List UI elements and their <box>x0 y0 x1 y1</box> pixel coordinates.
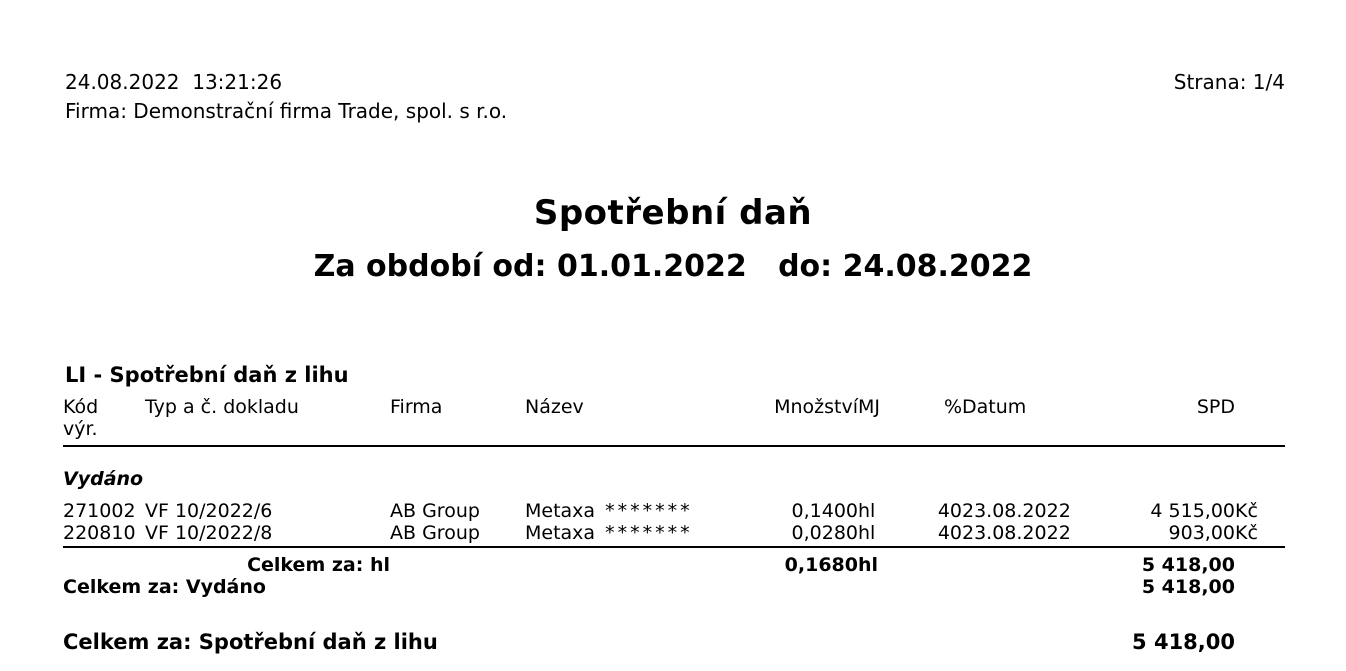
section-total-amount: 5 418,00 <box>1132 630 1235 654</box>
section-total-row: Celkem za: Spotřební daň z lihu 5 418,00 <box>63 598 1285 655</box>
cell-currency: Kč <box>1235 522 1285 548</box>
unit-total-label: Celkem za: hl <box>247 554 390 576</box>
col-header-mnozstvi: Množství <box>770 396 858 447</box>
print-timestamp: 24.08.2022 13:21:26 <box>65 70 283 94</box>
cell-currency: Kč <box>1235 500 1258 522</box>
group-total-row: Celkem za: Vydáno 5 418,00 <box>63 576 1285 598</box>
cell-firma: AB Group <box>390 522 525 548</box>
masked-text: ******* <box>605 522 693 544</box>
report-period: Za období od: 01.01.2022 do: 24.08.2022 <box>313 249 1033 284</box>
masked-text: ******* <box>605 500 693 522</box>
section-total-label: Celkem za: Spotřební daň z lihu <box>63 630 438 654</box>
unit-total-amount: 5 418,00 <box>1141 554 1235 576</box>
cell-kod: 220810 <box>63 522 145 548</box>
cell-unit: hl <box>858 500 876 522</box>
cell-doc: VF 10/2022/8 <box>145 522 390 548</box>
col-header-nazev: Název <box>525 396 770 447</box>
table-row: 271002 VF 10/2022/6 AB Group Metaxa *****… <box>63 490 1285 522</box>
group-total-label: Celkem za: Vydáno <box>63 576 266 598</box>
col-header-mj: MJ <box>858 396 905 447</box>
cell-qty: 0,1400 <box>791 500 858 522</box>
unit-total-row: Celkem za: hl 0,1680 hl 5 418,00 <box>63 547 1285 576</box>
table-header-row: Kód výr. Typ a č. dokladu Firma Název Mn… <box>63 396 1285 447</box>
cell-percent: 40 <box>905 522 962 548</box>
col-header-spd: SPD <box>1092 396 1235 447</box>
col-header-spacer <box>1235 396 1285 447</box>
col-header-firma: Firma <box>390 396 525 447</box>
cell-percent: 40 <box>937 500 962 522</box>
cell-kod: 271002 <box>63 500 136 522</box>
cell-doc: VF 10/2022/6 <box>145 500 273 522</box>
cell-date: 23.08.2022 <box>962 522 1092 548</box>
tax-table: Kód výr. Typ a č. dokladu Firma Název Mn… <box>63 396 1285 655</box>
table-row: 220810 VF 10/2022/8 AB Group Metaxa *****… <box>63 522 1285 548</box>
group-total-amount: 5 418,00 <box>1141 576 1235 598</box>
cell-nazev: Metaxa ******* <box>525 500 693 522</box>
cell-amount: 903,00 <box>1092 522 1235 548</box>
cell-nazev: Metaxa ******* <box>525 522 770 548</box>
cell-qty: 0,0280 <box>770 522 858 548</box>
unit-total-qty: 0,1680 <box>784 554 858 576</box>
cell-firma: AB Group <box>390 500 480 522</box>
unit-total-unit: hl <box>858 554 879 576</box>
col-header-typ: Typ a č. dokladu <box>145 396 390 447</box>
tax-section: LI - Spotřební daň z lihu Kód výr. Typ a… <box>63 363 1285 655</box>
report-title: Spotřební daň <box>533 193 813 233</box>
cell-date: 23.08.2022 <box>962 500 1071 522</box>
col-header-kod-vyr: Kód výr. <box>63 396 145 447</box>
group-label: Vydáno <box>63 468 144 490</box>
company-line: Firma: Demonstrační firma Trade, spol. s… <box>65 99 508 123</box>
cell-unit: hl <box>858 522 905 548</box>
section-heading: LI - Spotřební daň z lihu <box>65 363 349 387</box>
cell-amount: 4 515,00 <box>1150 500 1235 522</box>
col-header-percent: % <box>905 396 962 447</box>
col-header-datum: Datum <box>962 396 1092 447</box>
group-row: Vydáno <box>63 446 1285 490</box>
page-number: Strana: 1/4 <box>1173 70 1285 94</box>
